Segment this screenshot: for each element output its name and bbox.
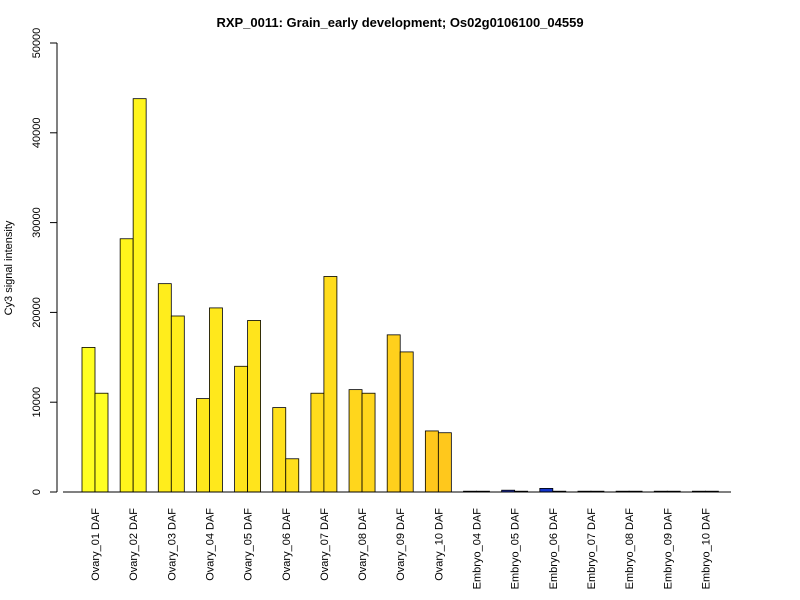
bar [539,488,554,493]
x-category-label: Embryo_09 DAF [662,508,674,590]
y-tick-label: 10000 [31,387,43,418]
bar [170,315,185,493]
x-category-label: Ovary_06 DAF [281,508,293,581]
bar [119,238,134,493]
x-category-label: Ovary_08 DAF [357,508,369,581]
bar [157,283,172,493]
x-category-label: Embryo_10 DAF [700,508,712,590]
bar [323,276,338,493]
y-tick-label: 20000 [31,297,43,328]
bar [196,398,210,493]
x-category-label: Ovary_04 DAF [204,508,216,581]
bar [285,458,300,493]
x-category-label: Embryo_06 DAF [548,508,560,590]
bar [94,392,109,493]
bar [310,392,325,493]
bar [424,430,439,493]
x-category-label: Ovary_03 DAF [166,508,178,581]
y-tick-label: 50000 [31,28,43,59]
y-tick-label: 30000 [31,207,43,238]
x-category-label: Ovary_05 DAF [243,508,255,581]
x-category-label: Embryo_07 DAF [586,508,598,590]
bar [234,365,249,493]
x-category-label: Ovary_02 DAF [128,508,140,581]
x-category-label: Embryo_05 DAF [510,508,522,590]
bar [132,98,147,493]
y-tick-label: 0 [31,489,43,495]
bars-group [81,98,719,493]
y-tick-label: 40000 [31,118,43,149]
bar [361,392,376,493]
x-category-label: Embryo_04 DAF [472,508,484,590]
bar [348,389,363,493]
x-axis: Ovary_01 DAF Ovary_02 DAF Ovary_03 DAF Ovar… [63,491,731,590]
bar [209,307,223,493]
x-category-label: Ovary_09 DAF [395,508,407,581]
bar [386,334,401,493]
chart-title: RXP_0011: Grain_early development; Os02g… [216,15,583,30]
bar [247,320,262,493]
x-category-label: Ovary_01 DAF [90,508,102,581]
y-axis: 0 10000 20000 30000 40000 50000 [31,28,58,495]
bar [81,347,96,493]
bar [272,407,287,493]
x-category-label: Embryo_08 DAF [624,508,636,590]
bar [437,432,452,493]
x-category-label: Ovary_10 DAF [433,508,445,581]
y-axis-label: Cy3 signal intensity [3,220,15,315]
bar [399,351,414,493]
x-category-label: Ovary_07 DAF [319,508,331,581]
